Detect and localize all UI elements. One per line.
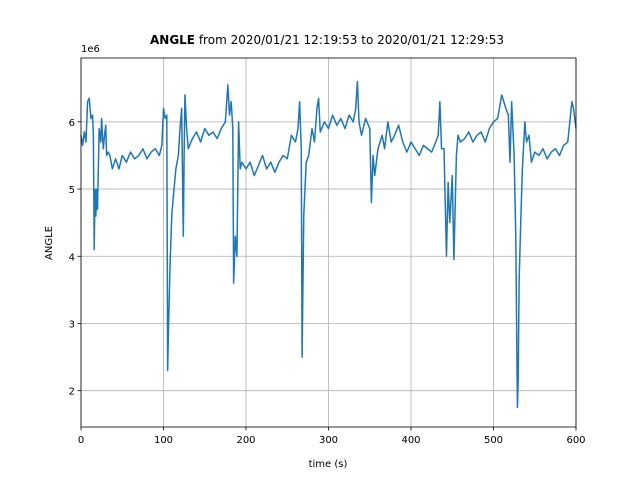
x-tick-label: 400 bbox=[401, 435, 420, 446]
x-tick-label: 500 bbox=[484, 435, 503, 446]
x-tick-label: 300 bbox=[319, 435, 338, 446]
data-line bbox=[80, 80, 577, 409]
x-tick-label: 200 bbox=[236, 435, 255, 446]
x-axis-label: time (s) bbox=[309, 459, 348, 470]
y-tick-label: 2 bbox=[69, 387, 75, 398]
x-tick-label: 0 bbox=[78, 435, 84, 446]
y-tick-label: 3 bbox=[69, 319, 75, 330]
y-offset-label: 1e6 bbox=[81, 44, 100, 55]
y-axis-label: ANGLE bbox=[44, 226, 55, 260]
y-tick-label: 5 bbox=[69, 185, 75, 196]
x-tick-label: 600 bbox=[566, 435, 585, 446]
title-bold: ANGLE bbox=[150, 33, 195, 47]
x-tick-label: 100 bbox=[154, 435, 173, 446]
plot-frame bbox=[80, 57, 577, 428]
y-tick-label: 6 bbox=[69, 118, 75, 129]
chart-title: ANGLE from 2020/01/21 12:19:53 to 2020/0… bbox=[150, 33, 504, 47]
title-rest: from 2020/01/21 12:19:53 to 2020/01/21 1… bbox=[195, 33, 504, 47]
y-tick-label: 4 bbox=[69, 252, 75, 263]
